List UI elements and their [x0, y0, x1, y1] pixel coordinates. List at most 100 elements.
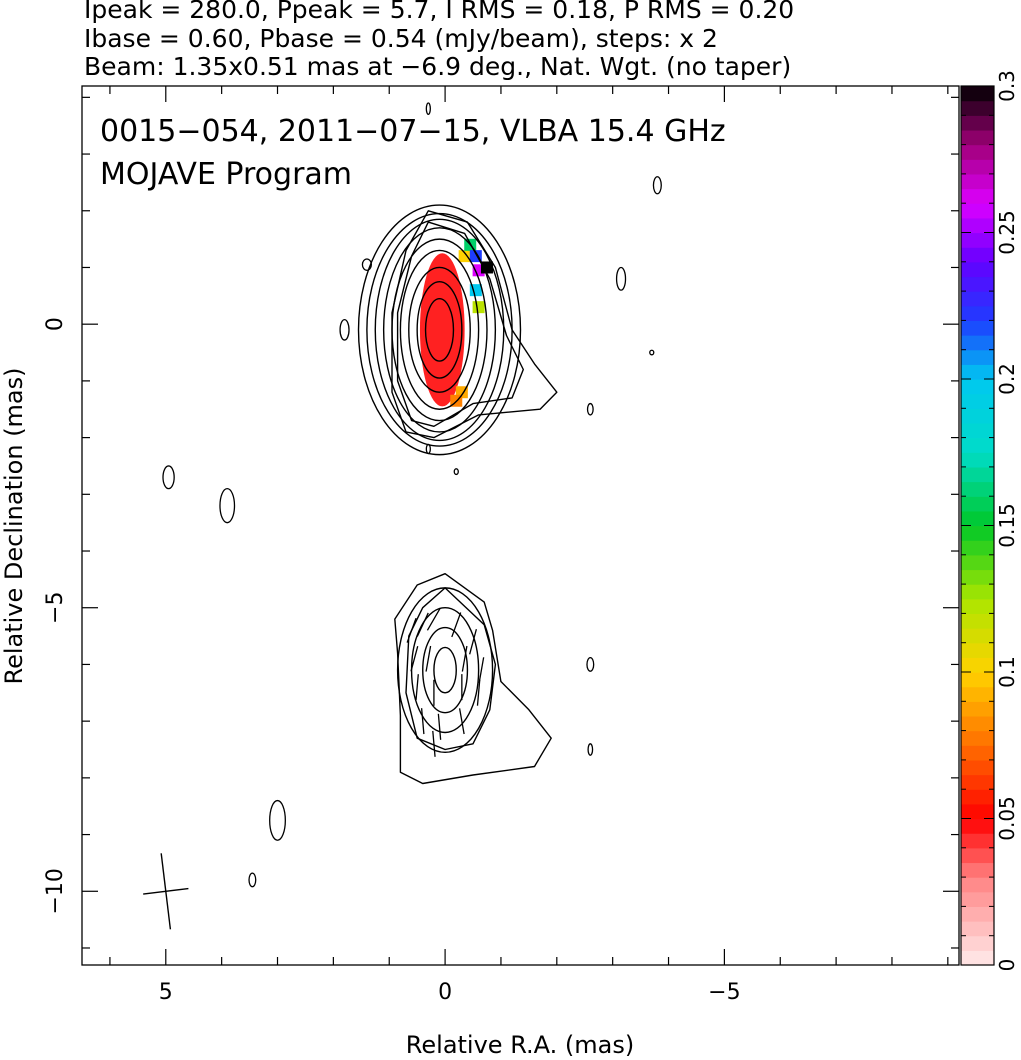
noise-contour [587, 743, 594, 756]
colorbar-cell [961, 129, 994, 146]
colorbar-cell [961, 569, 994, 585]
colorbar-cell [961, 115, 994, 131]
chart-layer [143, 102, 662, 930]
colorbar-cell [961, 598, 994, 614]
colorbar-cell [961, 100, 994, 116]
y-axis-title: Relative Declination (mas) [0, 367, 28, 684]
contour-core [382, 227, 497, 433]
noise-contour [248, 872, 257, 888]
beam-minor-axis [143, 887, 189, 895]
evpa-vector [425, 645, 432, 672]
colorbar-cell [961, 833, 994, 849]
evpa-vector [410, 646, 419, 672]
header-line-2: Ibase = 0.60, Pbase = 0.54 (mJy/beam), s… [84, 24, 718, 53]
evpa-vector [469, 629, 478, 655]
colorbar-cell [961, 379, 994, 395]
colorbar-cell [961, 950, 994, 966]
colorbar-cell [961, 320, 994, 336]
evpa-vector [416, 612, 429, 637]
colorbar-cell [961, 701, 994, 717]
y-tick-label: −10 [43, 868, 68, 914]
colorbar-cell [961, 437, 994, 453]
colorbar-cell [961, 232, 994, 248]
colorbar-tick-label: 0 [995, 959, 1019, 972]
evpa-vector [426, 607, 441, 631]
noise-contour [649, 349, 655, 356]
colorbar-cell [961, 452, 994, 468]
source-annotation: 0015−054, 2011−07−15, VLBA 15.4 GHz [100, 114, 726, 149]
colorbar-tick-label: 0.1 [995, 656, 1019, 688]
evpa-vector [406, 617, 417, 643]
contour-core [408, 266, 471, 393]
colorbar-cell [961, 891, 994, 907]
colorbar-cell [961, 408, 994, 424]
colorbar-cell [961, 642, 994, 658]
noise-contour [453, 468, 459, 476]
evpa-vector [461, 645, 468, 672]
polarization-pixel [472, 301, 485, 314]
colorbar-cell [961, 657, 994, 673]
colorbar-tick-label: 0.05 [995, 796, 1019, 841]
header-line-3: Beam: 1.35x0.51 mas at −6.9 deg., Nat. W… [84, 52, 791, 81]
colorbar-tick-label: 0.15 [995, 503, 1019, 548]
colorbar-cell [961, 584, 994, 600]
colorbar-tick-label: 0.3 [995, 70, 1019, 102]
colorbar-cell [961, 364, 994, 380]
evpa-vector [420, 708, 425, 735]
colorbar-cell [961, 510, 994, 527]
evpa-vector [458, 708, 465, 735]
colorbar-cell [961, 422, 994, 439]
colorbar-cell [961, 759, 994, 776]
contour-core [424, 297, 455, 362]
colorbar-cell [961, 159, 994, 175]
noise-contour [425, 443, 431, 455]
colorbar-cell [961, 628, 994, 644]
colorbar-cell [961, 466, 994, 483]
colorbar-cell [961, 745, 994, 761]
evpa-vector [415, 674, 419, 701]
colorbar-cell [961, 686, 994, 702]
colorbar-cell [961, 276, 994, 292]
axis-layer: 5 0 −5 0 −5 −10 [43, 86, 959, 1005]
colorbar-cell [961, 247, 994, 263]
colorbar-cell [961, 305, 994, 321]
colorbar-cell [961, 789, 994, 805]
colorbar-cell [961, 525, 994, 541]
colorbar-cell [961, 349, 994, 365]
colorbar-cell [961, 203, 994, 219]
colorbar-cell [961, 217, 994, 234]
x-tick-label: −5 [708, 980, 740, 1005]
plot-frame [81, 85, 960, 966]
colorbar-cell [961, 935, 994, 951]
noise-contour [615, 266, 627, 291]
colorbar-cell [961, 86, 994, 102]
contour-jet [396, 587, 494, 754]
evpa-vector [451, 612, 462, 638]
polarization-pixel [458, 250, 471, 263]
colorbar-cell [961, 774, 994, 790]
colorbar-cell [961, 730, 994, 746]
colorbar-cell [961, 554, 994, 571]
noise-contour [586, 402, 594, 416]
contour-core [416, 280, 463, 379]
colorbar-cell [961, 613, 994, 629]
x-axis-title: Relative R.A. (mas) [406, 1031, 634, 1059]
noise-contour [162, 465, 175, 490]
contour-core [366, 212, 513, 447]
colorbar-cell [961, 906, 994, 922]
contour-core [374, 218, 505, 442]
contour-jet [394, 573, 552, 785]
colorbar-tick-label: 0.25 [995, 210, 1019, 255]
colorbar-cell [961, 921, 994, 937]
colorbar-cell [961, 540, 994, 556]
colorbar-tick-label: 0.2 [995, 363, 1019, 395]
evpa-vector [432, 730, 436, 757]
colorbar-cell [961, 393, 994, 409]
colorbar-cell [961, 818, 994, 834]
polarization-region [419, 253, 465, 407]
colorbar-cell [961, 803, 994, 820]
contour-core [391, 238, 488, 422]
colorbar-cell [961, 496, 994, 512]
colorbar-cell [961, 335, 994, 351]
colorbar-cell [961, 261, 994, 278]
